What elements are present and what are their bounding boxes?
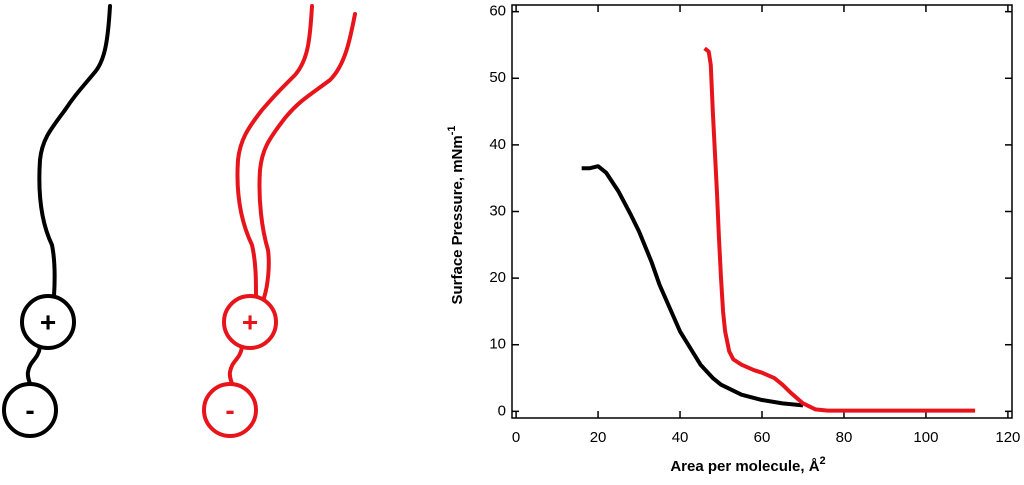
y-axis-title-sup: -1 [446,125,458,135]
x-axis-title-sup: 2 [820,455,826,467]
x-tick-label: 120 [995,429,1020,446]
tail [235,4,314,298]
molecule-diagram [2,4,357,438]
y-tick-label: 0 [498,402,506,419]
y-axis-title: Surface Pressure, mNm-1 [446,125,466,304]
head-circle [20,294,76,350]
head-label: + [242,306,258,337]
data-line [581,164,804,408]
link [25,345,42,386]
y-tick-label: 20 [489,269,506,286]
link [227,345,244,386]
plot-frame [511,4,1013,419]
x-tick-label: 40 [672,429,689,446]
tail [257,12,357,300]
x-axis-title: Area per molecule, Å2 [670,455,825,475]
head-circle [222,294,278,350]
tail-circle [202,382,258,438]
y-tick-label: 10 [489,336,506,353]
tail-label: - [225,394,234,425]
head-label: + [40,306,56,337]
x-tick-label: 100 [913,429,938,446]
x-tick-label: 20 [590,429,607,446]
y-axis-title-text: Surface Pressure, mNm [449,135,466,304]
tail [37,4,112,298]
tail-circle [2,382,58,438]
x-tick-label: 60 [754,429,771,446]
tail-label: - [25,394,34,425]
x-axis-title-text: Area per molecule, Å [670,458,819,475]
y-tick-label: 40 [489,136,506,153]
y-tick-label: 50 [489,69,506,86]
x-tick-label: 80 [836,429,853,446]
y-tick-label: 60 [489,3,506,20]
y-tick-label: 30 [489,202,506,219]
x-tick-label: 0 [512,429,520,446]
data-line [703,46,976,413]
